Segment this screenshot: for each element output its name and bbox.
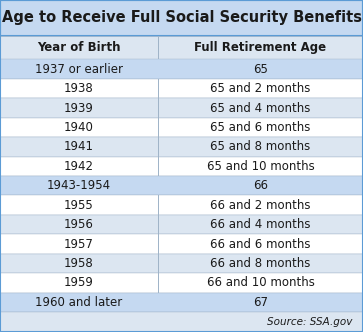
Bar — [0, 312, 363, 332]
Bar — [158, 79, 159, 98]
Bar — [0, 176, 363, 196]
Text: 65 and 10 months: 65 and 10 months — [207, 160, 314, 173]
Text: 1959: 1959 — [64, 277, 94, 290]
Text: 66 and 8 months: 66 and 8 months — [210, 257, 311, 270]
Text: Age to Receive Full Social Security Benefits: Age to Receive Full Social Security Bene… — [1, 10, 362, 25]
Bar — [158, 254, 159, 273]
Bar — [0, 137, 363, 157]
Bar — [158, 118, 159, 137]
Text: 1955: 1955 — [64, 199, 94, 212]
Text: 1940: 1940 — [64, 121, 94, 134]
Bar — [158, 234, 159, 254]
Text: 1957: 1957 — [64, 238, 94, 251]
Text: 1942: 1942 — [64, 160, 94, 173]
Text: 66 and 4 months: 66 and 4 months — [210, 218, 311, 231]
Bar — [0, 0, 363, 36]
Text: 65 and 4 months: 65 and 4 months — [210, 102, 311, 115]
Text: 1939: 1939 — [64, 102, 94, 115]
Text: 1937 or earlier: 1937 or earlier — [35, 63, 123, 76]
Bar — [0, 273, 363, 292]
Text: 1941: 1941 — [64, 140, 94, 153]
Bar — [0, 254, 363, 273]
Bar — [0, 118, 363, 137]
Bar — [158, 215, 159, 234]
Text: 65 and 6 months: 65 and 6 months — [210, 121, 311, 134]
Bar — [0, 196, 363, 215]
Text: 66 and 6 months: 66 and 6 months — [210, 238, 311, 251]
Bar — [158, 98, 159, 118]
Text: 65: 65 — [253, 63, 268, 76]
Bar — [0, 215, 363, 234]
Text: 66 and 2 months: 66 and 2 months — [210, 199, 311, 212]
Bar — [158, 273, 159, 292]
Text: Full Retirement Age: Full Retirement Age — [195, 41, 326, 54]
Text: 1958: 1958 — [64, 257, 94, 270]
Text: 66: 66 — [253, 179, 268, 192]
Bar — [158, 196, 159, 215]
Text: Year of Birth: Year of Birth — [37, 41, 121, 54]
Bar — [0, 79, 363, 98]
Bar — [0, 59, 363, 79]
Text: 1943-1954: 1943-1954 — [47, 179, 111, 192]
Text: 65 and 2 months: 65 and 2 months — [210, 82, 311, 95]
Bar — [0, 292, 363, 312]
Text: 1956: 1956 — [64, 218, 94, 231]
Bar — [158, 36, 159, 59]
Text: 65 and 8 months: 65 and 8 months — [210, 140, 311, 153]
Bar — [0, 98, 363, 118]
Text: 1938: 1938 — [64, 82, 94, 95]
Text: Source: SSA.gov: Source: SSA.gov — [267, 317, 352, 327]
Text: 1960 and later: 1960 and later — [35, 296, 123, 309]
Bar — [158, 137, 159, 157]
Bar — [0, 157, 363, 176]
Text: 66 and 10 months: 66 and 10 months — [207, 277, 314, 290]
Text: 67: 67 — [253, 296, 268, 309]
Bar — [0, 234, 363, 254]
Bar — [0, 36, 363, 59]
Bar — [158, 157, 159, 176]
